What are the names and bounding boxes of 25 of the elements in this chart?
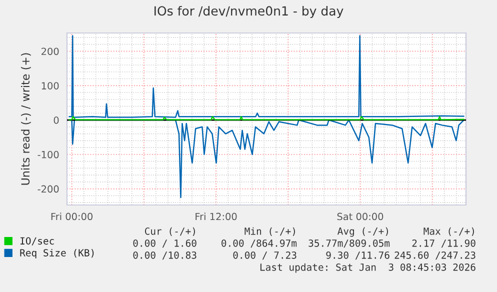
y-tick-label: 100	[42, 82, 59, 90]
text: 0.00 / 7.23	[233, 251, 296, 260]
text: 2.17 /11.90	[412, 239, 476, 248]
y-axis-title: Units read (-) / write (+)	[20, 53, 31, 185]
y-tick-label: -100	[38, 150, 59, 158]
text: Last update: Sat Jan 3 08:45:03 2026	[260, 263, 476, 273]
y-tick-label: 200	[42, 48, 59, 56]
text: 0.00 /864.97m	[222, 239, 297, 248]
text: Max (-/+)	[424, 227, 474, 236]
text: 35.77m/809.05m	[308, 239, 390, 248]
y-tick-label: 0	[54, 116, 59, 124]
legend-label: Req Size (KB)	[20, 248, 94, 258]
text: 0.00 / 1.60	[133, 239, 196, 248]
text: 245.60 /247.23	[394, 251, 476, 260]
text: 9.30 /11.76	[326, 251, 390, 260]
text: 0.00 /10.83	[133, 251, 196, 260]
x-tick-label: Fri 00:00	[51, 212, 93, 220]
text: Cur (-/+)	[144, 227, 195, 236]
x-tick-label: Sat 00:00	[337, 212, 384, 220]
text: Avg (-/+)	[338, 227, 388, 237]
x-tick-label: Fri 12:00	[196, 212, 237, 220]
chart-title: IOs for /dev/nvme0n1 - by day	[154, 6, 344, 18]
legend-label: IO/sec	[20, 237, 54, 246]
text: Min (-/+)	[244, 227, 295, 236]
y-tick-label: -200	[38, 185, 59, 193]
